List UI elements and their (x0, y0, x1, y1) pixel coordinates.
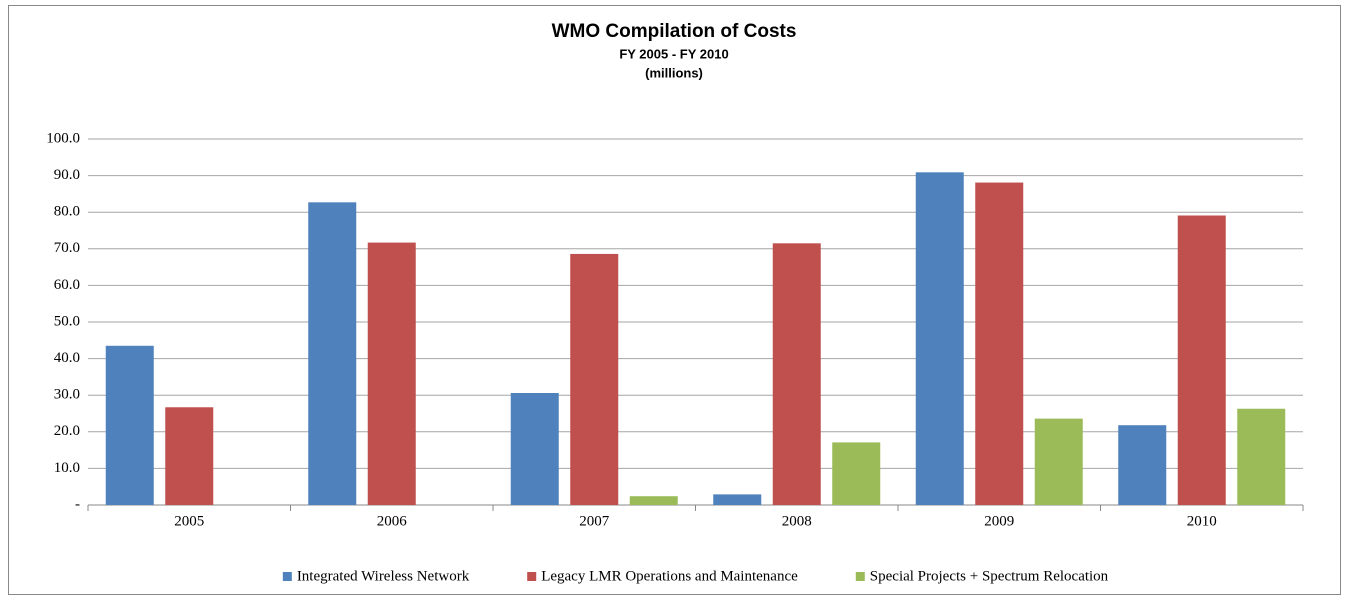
y-tick-label: - (75, 496, 80, 512)
bar (1177, 215, 1226, 505)
bar (915, 172, 964, 505)
x-tick-label: 2009 (984, 513, 1014, 529)
y-tick-label: 90.0 (54, 167, 80, 183)
chart-title: WMO Compilation of Costs (552, 21, 797, 42)
bar (308, 202, 357, 505)
bar (629, 496, 678, 505)
bar (105, 345, 154, 505)
y-tick-label: 70.0 (54, 240, 80, 256)
legend-swatch (527, 572, 537, 581)
legend-label: Special Projects + Spectrum Relocation (870, 568, 1109, 584)
legend-label: Legacy LMR Operations and Maintenance (541, 568, 798, 584)
chart-subtitle: FY 2005 - FY 2010 (619, 46, 728, 61)
bar (975, 182, 1024, 505)
chart-units: (millions) (645, 65, 703, 80)
y-tick-label: 50.0 (54, 313, 80, 329)
x-tick-label: 2010 (1187, 513, 1217, 529)
bar (1118, 425, 1167, 505)
y-tick-label: 10.0 (54, 460, 80, 476)
bar (165, 407, 214, 505)
y-tick-label: 40.0 (54, 350, 80, 366)
y-tick-label: 60.0 (54, 277, 80, 293)
bar (1034, 418, 1083, 505)
bar (772, 243, 821, 505)
bar (832, 442, 881, 505)
bar (1237, 408, 1286, 505)
bar (367, 242, 416, 505)
x-tick-label: 2007 (579, 513, 610, 529)
bar (713, 494, 762, 505)
y-tick-label: 100.0 (46, 130, 80, 146)
x-tick-label: 2006 (377, 513, 408, 529)
x-tick-label: 2005 (174, 513, 204, 529)
y-tick-label: 20.0 (54, 423, 80, 439)
y-tick-label: 30.0 (54, 387, 80, 403)
x-tick-label: 2008 (782, 513, 812, 529)
bar (570, 253, 619, 505)
chart-border (8, 5, 1341, 595)
legend-swatch (855, 572, 865, 581)
y-tick-label: 80.0 (54, 204, 80, 220)
legend-label: Integrated Wireless Network (297, 568, 470, 584)
legend-swatch (282, 572, 292, 581)
bar (510, 393, 559, 505)
